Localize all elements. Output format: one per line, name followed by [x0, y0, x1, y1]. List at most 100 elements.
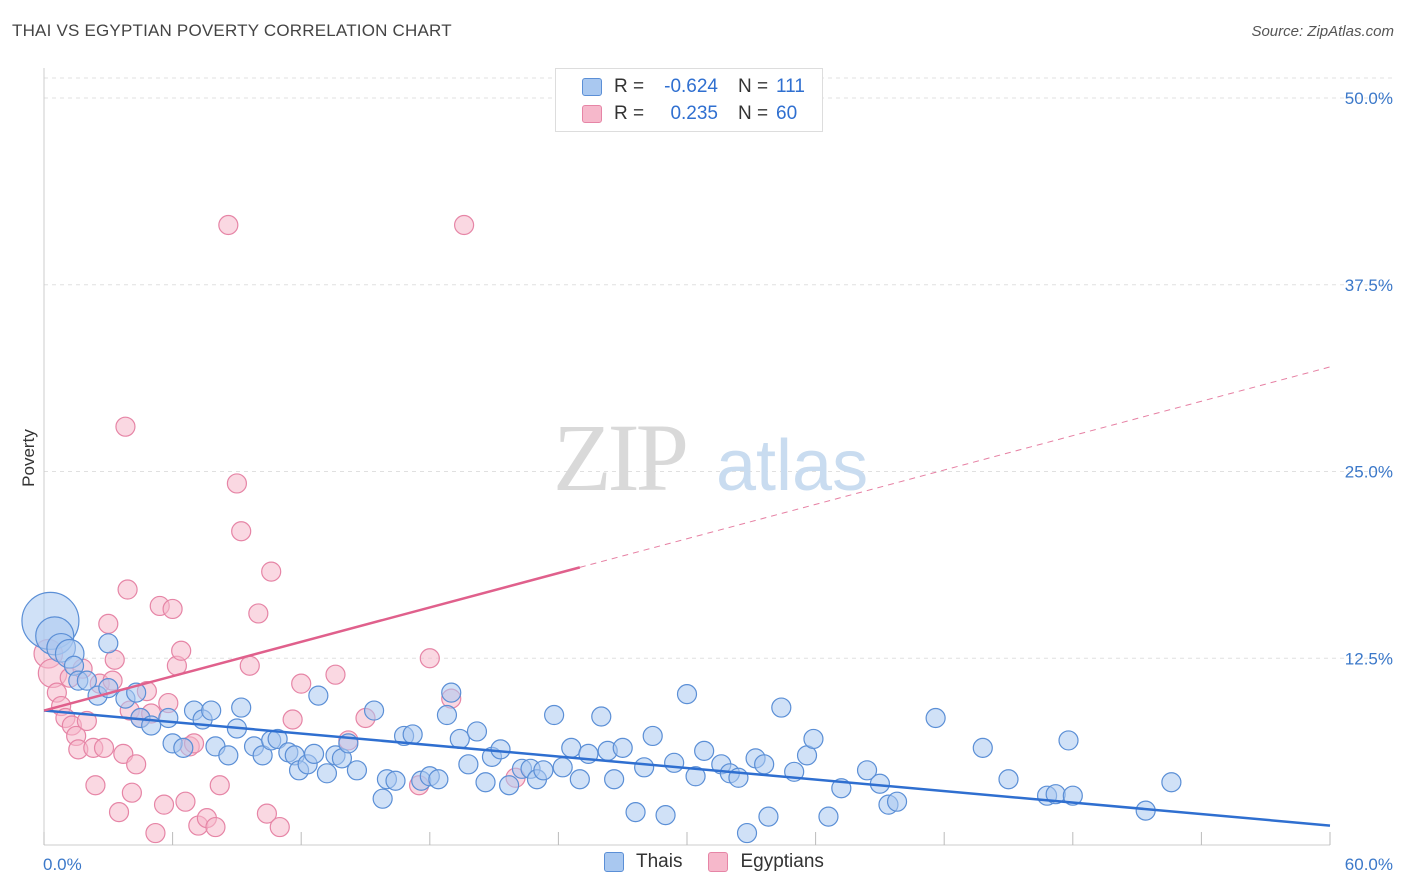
thai-point [76, 670, 97, 691]
egyptian-point [239, 655, 260, 676]
thai-point [346, 760, 368, 781]
thai-point [856, 760, 878, 781]
egyptian-point [419, 648, 440, 669]
series-legend: Thais Egyptians [604, 851, 850, 873]
thai-point [561, 737, 582, 758]
legend-label-egyptians: Egyptians [740, 851, 824, 872]
thai-point [428, 769, 449, 790]
thai-point [664, 752, 685, 773]
egyptian-point [76, 710, 97, 732]
x-tick-min: 0.0% [43, 855, 82, 874]
thai-point [818, 806, 839, 827]
thai-point [466, 721, 488, 742]
thai-point [499, 775, 520, 796]
thai-point [385, 770, 406, 791]
y-tick-label: 25.0% [1345, 463, 1393, 482]
watermark-atlas: atlas [716, 426, 868, 506]
correlation-legend: R = -0.624 N = 111 R = 0.235 N = 60 [555, 68, 823, 132]
thai-point [316, 763, 338, 784]
egyptian-point [226, 473, 247, 494]
chart-title: THAI VS EGYPTIAN POVERTY CORRELATION CHA… [12, 21, 452, 40]
n-value: 60 [776, 103, 798, 124]
chart-source: Source: ZipAtlas.com [1251, 23, 1394, 40]
n-value: 111 [776, 76, 805, 97]
thai-point [1062, 785, 1083, 806]
thai-point [604, 769, 625, 790]
x-tick-max: 60.0% [1345, 855, 1393, 874]
thai-point [569, 769, 590, 790]
thai-point [449, 728, 470, 750]
thai-point [267, 728, 288, 750]
thai-point [591, 706, 612, 727]
thai-point [158, 707, 179, 729]
thai-point [475, 772, 496, 793]
thais-points [21, 591, 1182, 844]
egyptian-point [171, 640, 192, 661]
thai-point [173, 737, 194, 758]
egyptian-point [205, 816, 226, 838]
watermark: ZIP atlas [553, 404, 868, 511]
r-value: 0.235 [670, 103, 718, 124]
egyptian-point [231, 521, 252, 542]
y-tick-label: 37.5% [1345, 276, 1393, 295]
legend-label-thais: Thais [636, 851, 683, 872]
thai-point [252, 745, 273, 766]
thai-point [372, 788, 393, 809]
thai-point [436, 704, 458, 726]
egyptian-point [153, 794, 175, 815]
thai-point [552, 757, 573, 778]
thai-point [1058, 730, 1079, 751]
y-axis-label: Poverty [19, 429, 38, 487]
n-label: N = [738, 103, 769, 124]
egyptian-point [261, 561, 282, 582]
thai-point [972, 737, 993, 758]
thais-swatch [582, 78, 602, 96]
legend-item-thais[interactable]: Thais [604, 851, 682, 873]
axis-layer [43, 68, 1331, 846]
watermark-zip: ZIP [553, 404, 686, 511]
egyptian-point [115, 416, 136, 437]
thais-trend-line [43, 709, 1331, 827]
egyptian-point [162, 598, 183, 620]
thai-point [1161, 772, 1182, 793]
egyptian-point [269, 816, 290, 838]
thai-point [303, 743, 325, 764]
trend-layer [43, 366, 1331, 827]
thai-point [218, 745, 239, 766]
egyptian-point [291, 673, 312, 694]
thai-point [685, 766, 706, 787]
label-layer: Poverty 0.0% 60.0% [19, 429, 1393, 874]
thai-point [402, 724, 423, 745]
thai-point [655, 805, 676, 826]
egyptians-trend-line [43, 566, 581, 712]
legend-row-thais: R = -0.624 N = 111 [556, 74, 805, 100]
egyptian-point [117, 579, 138, 600]
r-label: R = [614, 76, 645, 97]
egyptians-trend-extension [579, 366, 1331, 568]
egyptians-swatch [708, 852, 729, 872]
thai-point [642, 725, 663, 747]
thai-point [694, 740, 715, 761]
r-label: R = [614, 103, 645, 124]
r-value: -0.624 [664, 76, 718, 97]
thai-point [886, 791, 908, 812]
thai-point [544, 704, 565, 726]
egyptian-point [453, 214, 475, 236]
egyptians-swatch [582, 105, 602, 123]
thai-point [754, 754, 775, 775]
egyptian-point [325, 664, 346, 685]
legend-row-egyptians: R = 0.235 N = 60 [556, 101, 797, 127]
legend-item-egyptians[interactable]: Egyptians [708, 851, 824, 873]
thai-point [925, 707, 946, 729]
thai-point [736, 822, 758, 844]
egyptian-point [175, 791, 196, 812]
thai-point [625, 802, 646, 823]
thai-point [758, 806, 779, 827]
egyptian-point [108, 802, 130, 823]
egyptian-point [218, 214, 239, 236]
thai-point [803, 728, 824, 750]
thai-point [998, 769, 1019, 790]
thai-point [634, 757, 655, 778]
thai-point [231, 697, 252, 718]
